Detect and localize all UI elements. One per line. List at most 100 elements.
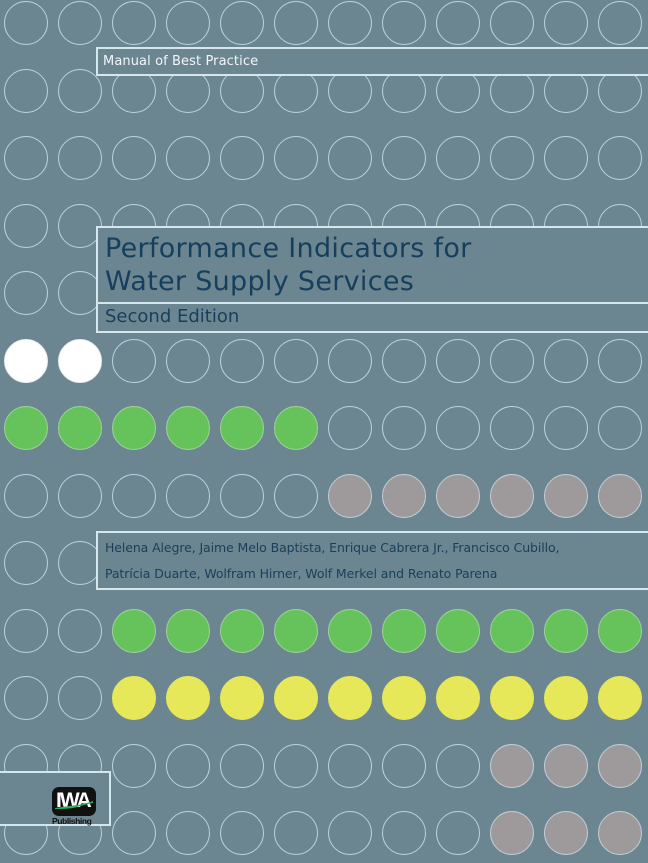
outline-circle — [544, 1, 588, 45]
outline-circle — [166, 811, 210, 855]
outline-circle — [382, 811, 426, 855]
authors-line-1: Helena Alegre, Jaime Melo Baptista, Enri… — [105, 540, 560, 555]
outline-circle — [58, 1, 102, 45]
filled-circle-gray — [544, 811, 588, 855]
outline-circle — [166, 136, 210, 180]
title-line-1: Performance Indicators for — [105, 233, 472, 264]
filled-circle-gray — [382, 473, 426, 518]
outline-circle — [328, 406, 372, 450]
outline-circle — [436, 1, 480, 45]
outline-circle — [58, 608, 102, 653]
filled-circle-gray — [436, 473, 480, 518]
filled-circle-green — [58, 406, 102, 450]
outline-circle — [598, 136, 642, 180]
outline-circle — [4, 136, 48, 180]
filled-circle-green — [436, 608, 480, 653]
filled-circle-gray — [598, 811, 642, 855]
filled-circle-green — [166, 406, 210, 450]
filled-circle-green — [220, 608, 264, 653]
outline-circle — [598, 1, 642, 45]
filled-circle-yellow — [382, 676, 426, 720]
outline-circle — [382, 1, 426, 45]
title-divider — [98, 302, 648, 304]
filled-circle-green — [220, 406, 264, 450]
outline-circle — [112, 338, 156, 383]
filled-circle-green — [328, 608, 372, 653]
outline-circle — [274, 338, 318, 383]
outline-circle — [220, 743, 264, 788]
outline-circle — [490, 338, 534, 383]
filled-circle-green — [274, 608, 318, 653]
filled-circle-gray — [544, 743, 588, 788]
series-label: Manual of Best Practice — [103, 54, 259, 69]
filled-circle-gray — [490, 743, 534, 788]
outline-circle — [274, 1, 318, 45]
outline-circle — [274, 136, 318, 180]
filled-circle-yellow — [220, 676, 264, 720]
outline-circle — [4, 676, 48, 720]
outline-circle — [4, 541, 48, 585]
logo-publishing-text: Publishing — [52, 816, 92, 826]
publisher-box: IWA Publishing — [0, 771, 111, 826]
filled-circle-yellow — [166, 676, 210, 720]
outline-circle — [58, 68, 102, 113]
filled-circle-green — [4, 406, 48, 450]
outline-circle — [544, 406, 588, 450]
outline-circle — [58, 473, 102, 518]
filled-circle-yellow — [274, 676, 318, 720]
filled-circle-yellow — [490, 676, 534, 720]
outline-circle — [58, 676, 102, 720]
outline-circle — [382, 136, 426, 180]
filled-circle-green — [166, 608, 210, 653]
filled-circle-green — [544, 608, 588, 653]
title-line-2: Water Supply Services — [105, 266, 415, 297]
outline-circle — [382, 406, 426, 450]
filled-circle-gray — [598, 473, 642, 518]
outline-circle — [4, 473, 48, 518]
filled-circle-yellow — [436, 676, 480, 720]
outline-circle — [166, 1, 210, 45]
outline-circle — [220, 1, 264, 45]
filled-circle-white — [58, 338, 102, 383]
title-box: Performance Indicators for Water Supply … — [96, 226, 648, 333]
filled-circle-green — [382, 608, 426, 653]
filled-circle-gray — [598, 743, 642, 788]
authors-box: Helena Alegre, Jaime Melo Baptista, Enri… — [96, 531, 648, 590]
outline-circle — [58, 203, 102, 248]
outline-circle — [544, 338, 588, 383]
filled-circle-gray — [328, 473, 372, 518]
filled-circle-green — [274, 406, 318, 450]
outline-circle — [382, 338, 426, 383]
outline-circle — [598, 338, 642, 383]
filled-circle-yellow — [544, 676, 588, 720]
outline-circle — [328, 743, 372, 788]
filled-circle-green — [112, 608, 156, 653]
outline-circle — [166, 338, 210, 383]
outline-circle — [166, 743, 210, 788]
filled-circle-gray — [490, 811, 534, 855]
filled-circle-green — [490, 608, 534, 653]
outline-circle — [274, 811, 318, 855]
outline-circle — [4, 608, 48, 653]
outline-circle — [220, 136, 264, 180]
filled-circle-green — [598, 608, 642, 653]
filled-circle-gray — [490, 473, 534, 518]
outline-circle — [274, 743, 318, 788]
outline-circle — [436, 338, 480, 383]
outline-circle — [58, 136, 102, 180]
outline-circle — [436, 136, 480, 180]
outline-circle — [220, 473, 264, 518]
outline-circle — [436, 406, 480, 450]
series-label-box: Manual of Best Practice — [96, 47, 648, 76]
filled-circle-green — [112, 406, 156, 450]
outline-circle — [382, 743, 426, 788]
outline-circle — [112, 1, 156, 45]
outline-circle — [166, 473, 210, 518]
filled-circle-white — [4, 338, 48, 383]
outline-circle — [436, 743, 480, 788]
outline-circle — [274, 473, 318, 518]
outline-circle — [328, 811, 372, 855]
authors-line-2: Patrícia Duarte, Wolfram Hirner, Wolf Me… — [105, 566, 498, 581]
outline-circle — [220, 338, 264, 383]
